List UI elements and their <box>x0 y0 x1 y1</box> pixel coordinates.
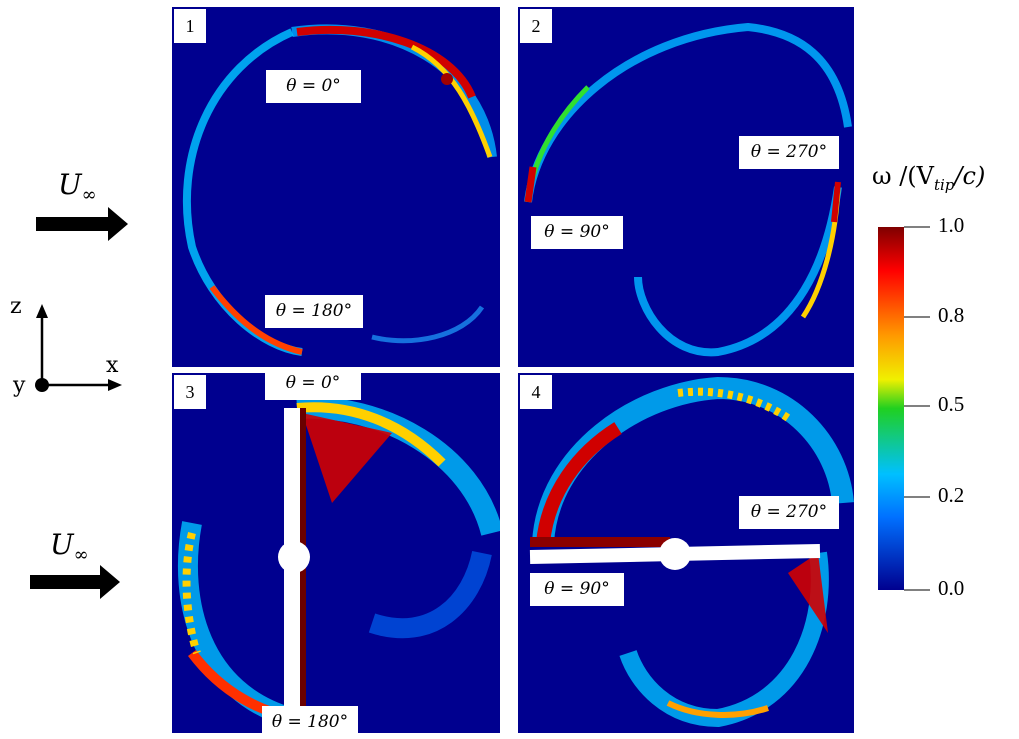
panel-2-angle-label-90: θ = 90° <box>531 216 623 249</box>
freestream-arrow-top <box>36 207 128 241</box>
z-axis-label: z <box>10 294 22 319</box>
vorticity-field-4 <box>529 376 854 728</box>
panel-number-1: 1 <box>174 9 206 43</box>
coordinate-axes <box>35 304 122 392</box>
vorticity-panel-2: 2 θ = 270° θ = 90° <box>518 7 854 367</box>
colorbar-tick-0.8: 0.8 <box>938 303 965 327</box>
panel-number-2: 2 <box>520 9 552 43</box>
colorbar-title: ω /(Vtip/c) <box>872 162 986 194</box>
x-axis-label: x <box>106 353 119 378</box>
colorbar-tick-0.2: 0.2 <box>938 483 965 507</box>
vorticity-field-1 <box>182 24 497 356</box>
panel-1-angle-label-180: θ = 180° <box>265 295 363 328</box>
colorbar-tick-0.0: 0.0 <box>938 576 965 600</box>
panel-4-angle-label-270: θ = 270° <box>739 496 839 529</box>
vorticity-panel-1: 1 θ = 0° θ = 180° <box>172 7 500 367</box>
panel-number-3: 3 <box>174 375 206 409</box>
vorticity-panel-3: 3 <box>172 373 500 733</box>
vorticity-panel-4: 4 θ = 270° θ = 90° <box>518 373 854 733</box>
freestream-label-bottom: U∞ <box>50 528 89 566</box>
y-axis-label: y <box>13 373 26 398</box>
panel-4-angle-label-90: θ = 90° <box>530 573 624 606</box>
colorbar-tick-0.5: 0.5 <box>938 392 965 416</box>
freestream-label-top: U∞ <box>58 168 97 206</box>
panel-2-angle-label-270: θ = 270° <box>739 136 839 169</box>
panel-1-angle-label-0: θ = 0° <box>266 70 361 103</box>
panel-3-angle-label-180: θ = 180° <box>262 706 358 739</box>
colorbar <box>878 226 930 591</box>
colorbar-tick-1.0: 1.0 <box>938 213 965 237</box>
vorticity-field-3 <box>177 396 500 733</box>
panel-number-4: 4 <box>520 375 552 409</box>
panel-3-angle-label-0: θ = 0° <box>265 367 361 400</box>
freestream-arrow-bottom <box>30 565 120 599</box>
vorticity-field-2 <box>524 22 852 357</box>
